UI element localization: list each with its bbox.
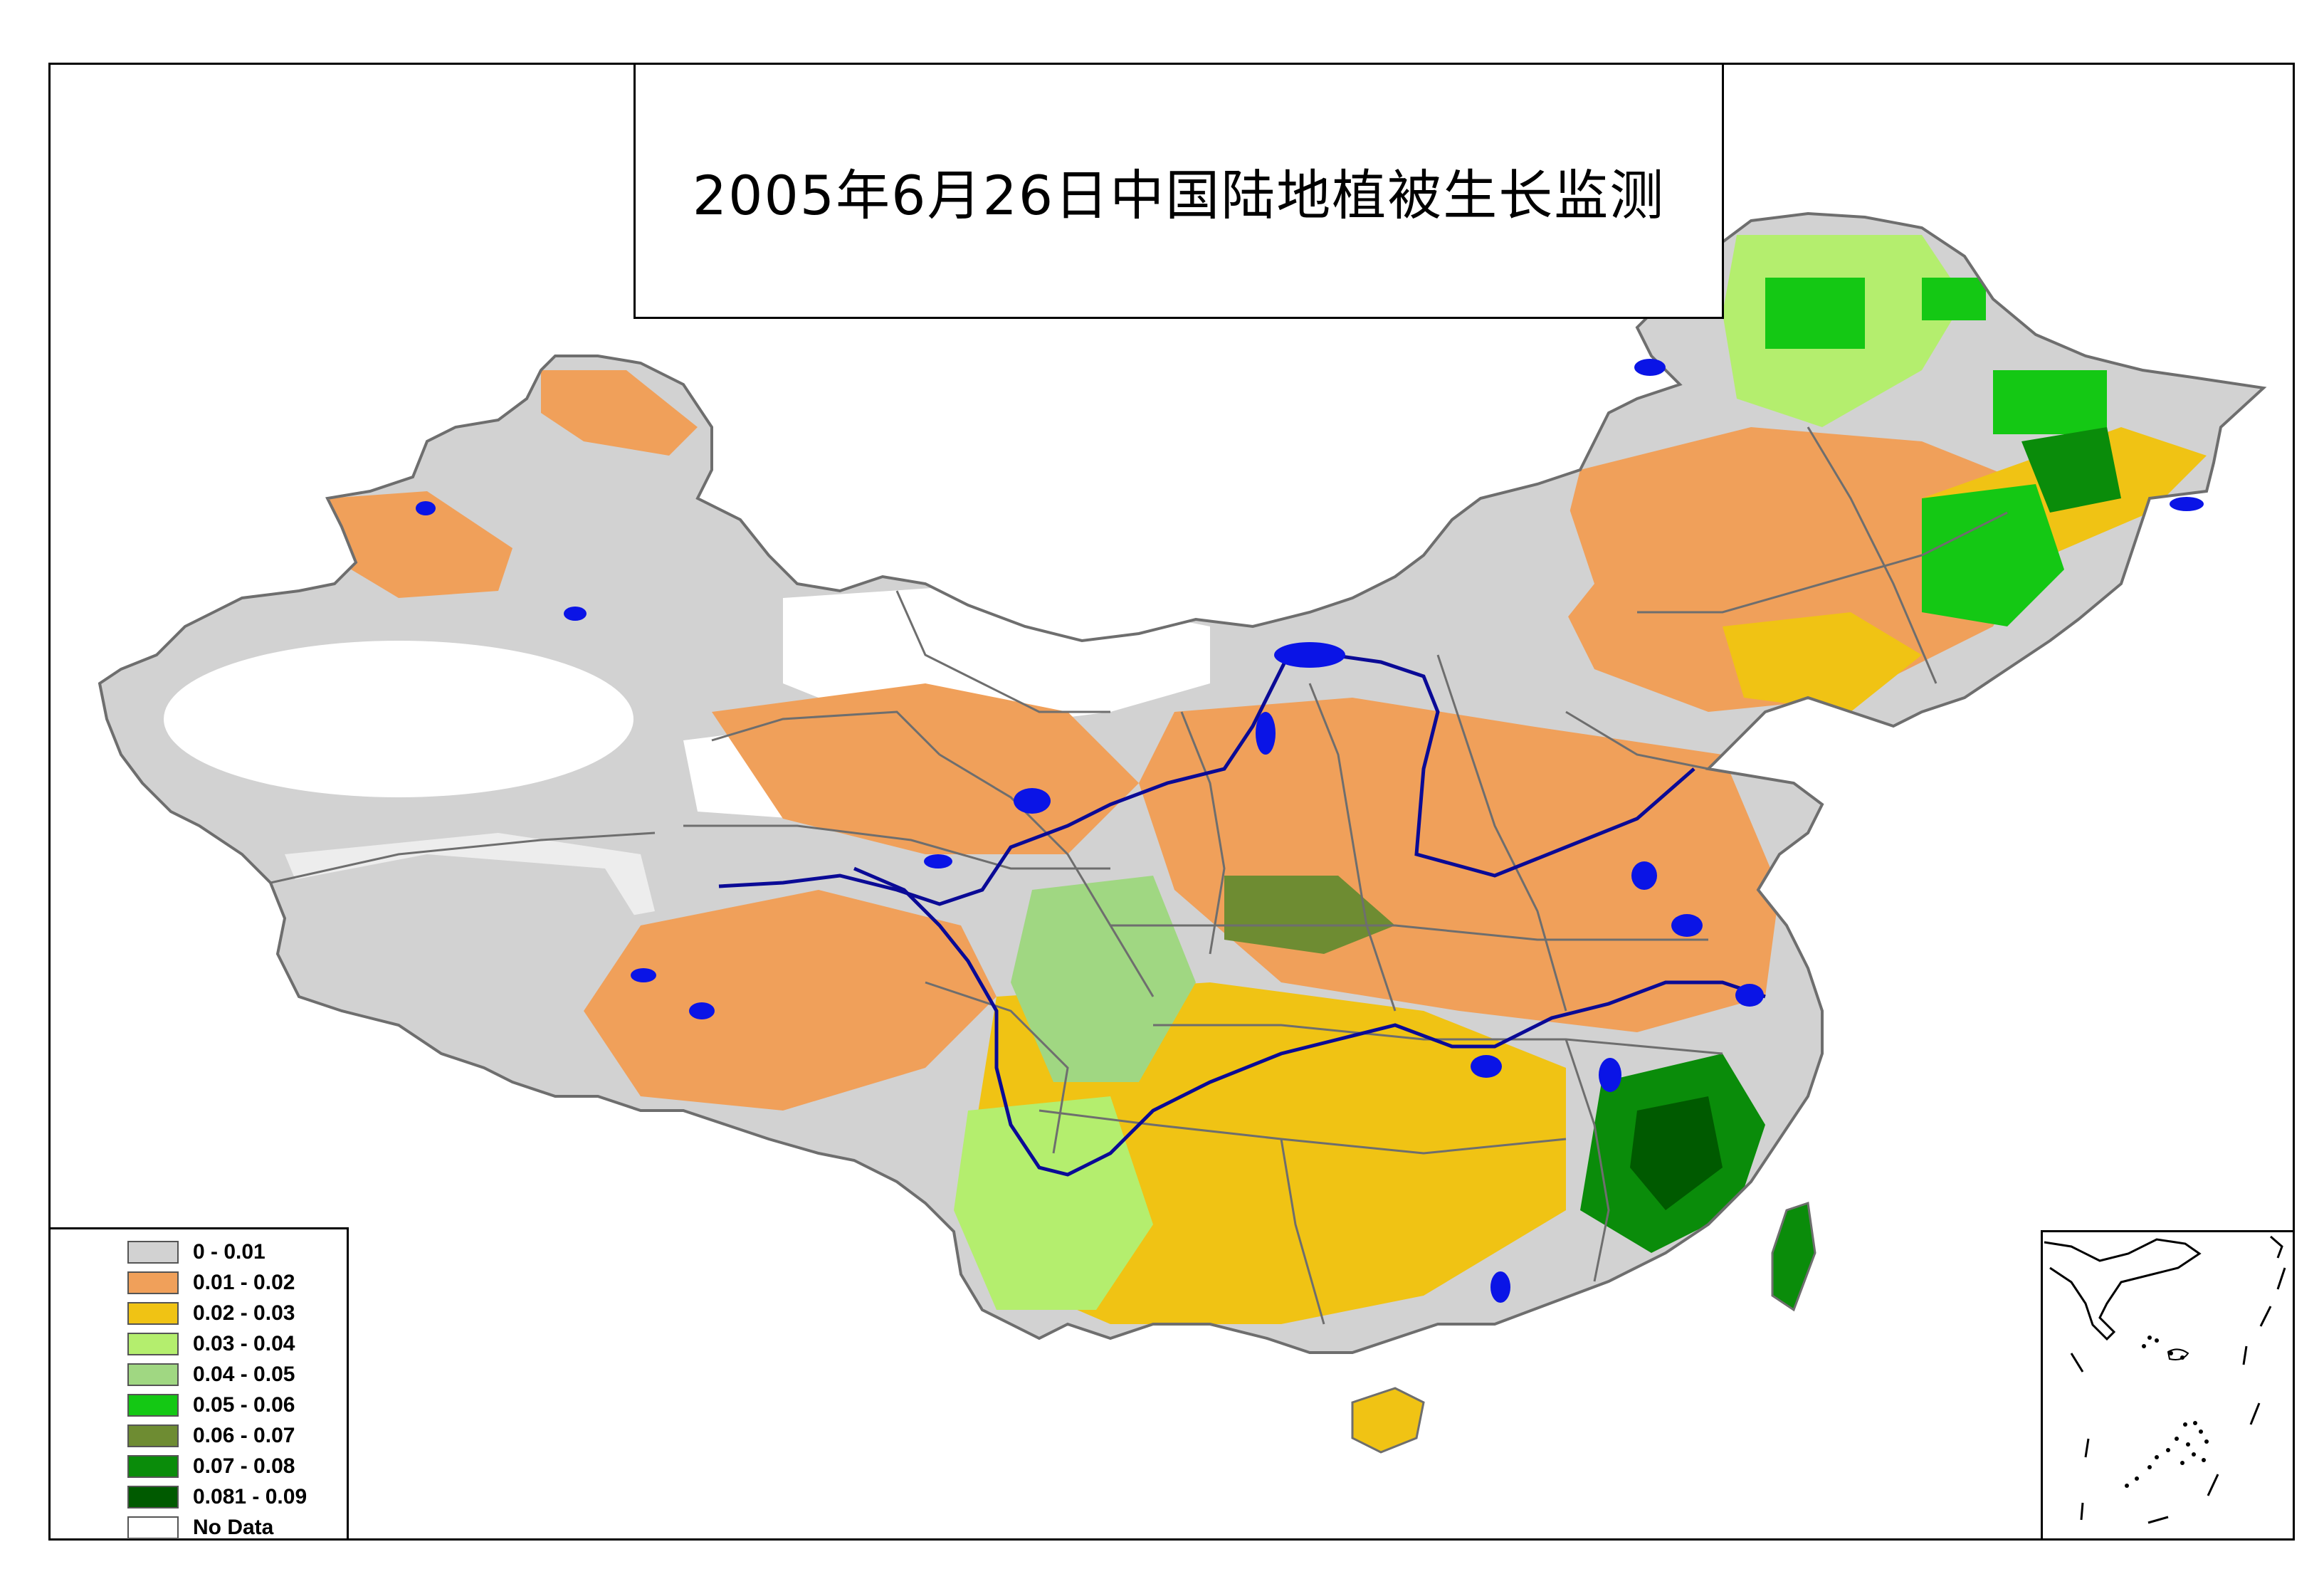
zone-changbai-darkgreen [2021,427,2121,513]
legend-label: 0.04 - 0.05 [193,1363,295,1386]
lake-dianchi [1490,1271,1510,1303]
legend-swatch [127,1241,179,1264]
legend-item: 0.081 - 0.09 [127,1484,307,1510]
legend-swatch [127,1424,179,1447]
lake-ulansuhai [1274,642,1345,668]
zone-altai-orange [541,370,698,456]
legend-swatch [127,1455,179,1478]
south-china-sea-inset-map [2044,1235,2286,1524]
legend-label: 0.081 - 0.09 [193,1485,307,1508]
lake-dongting [1471,1055,1502,1078]
yellow-river [718,653,1695,906]
inset-boundary-dashes [2070,1267,2286,1524]
inset-islands [2125,1336,2209,1488]
lake-yinchuan [1256,712,1276,755]
legend-swatch [127,1271,179,1294]
south-china-sea-inset [2041,1230,2295,1541]
yangtze-river [853,866,1766,1177]
lake-namtso [631,968,656,982]
zone-hinggan-green-1 [1765,278,1865,349]
zone-xinjiang-north-orange [327,491,512,598]
lake-sayram [416,501,436,515]
legend-swatch [127,1333,179,1355]
legend-swatch [127,1394,179,1417]
zone-sichuan-green [1011,876,1196,1082]
zone-tibet-east-orange [584,890,997,1111]
legend-label: 0.02 - 0.03 [193,1301,295,1325]
china-landmass [100,214,2263,1454]
lake-qinghai [1014,788,1051,814]
zone-changbai-green [1993,370,2107,434]
legend-label: 0.03 - 0.04 [193,1332,295,1355]
legend-label: 0.01 - 0.02 [193,1271,295,1294]
zone-qinling-olive [1224,876,1395,954]
legend-item: 0.03 - 0.04 [127,1331,295,1357]
legend-item: 0.05 - 0.06 [127,1392,295,1418]
lake-bosten [564,607,587,621]
inset-reef [2167,1348,2189,1360]
zone-taklamakan-nodata [164,641,633,797]
zone-liaoning-yellow [1723,612,1922,712]
legend-label: 0 - 0.01 [193,1240,265,1264]
vegetation-zones [164,235,2207,1324]
legend-label: 0.05 - 0.06 [193,1393,295,1417]
lake-poyang [1599,1058,1621,1092]
legend-swatch [127,1486,179,1508]
legend-item: 0.01 - 0.02 [127,1270,295,1296]
map-title: 2005年6月26日中国陆地植被生长监测 [692,164,1666,227]
lake-taihu [1735,984,1764,1007]
provincial-borders [270,426,2008,1325]
lake-gyaring [924,854,952,869]
legend: 0 - 0.01 0.01 - 0.02 0.02 - 0.03 0.03 - 0.0… [48,1227,349,1541]
zone-fujian-deepgreen [1630,1096,1723,1210]
legend-label: No Data [193,1516,274,1539]
zone-tibet-grey [278,854,641,1046]
legend-item: 0.07 - 0.08 [127,1454,295,1479]
taiwan-island [1771,1202,1816,1312]
lakes [416,359,2204,1303]
legend-label: 0.07 - 0.08 [193,1454,295,1478]
lake-hongze [1671,914,1703,937]
legend-item: 0.06 - 0.07 [127,1423,295,1449]
legend-item: 0.04 - 0.05 [127,1362,295,1387]
title-box: 2005年6月26日中国陆地植被生长监测 [633,63,1724,319]
legend-item: No Data [127,1515,273,1541]
inset-coastline [2044,1238,2202,1341]
hainan-island [1351,1387,1425,1454]
legend-swatch [127,1516,179,1539]
zone-northeast-forest-green [1922,484,2064,626]
lake-hulun [1634,359,1666,376]
zone-hinggan-green-2 [1922,278,1986,320]
lake-xingkai [2170,497,2204,511]
legend-swatch [127,1302,179,1325]
inset-coast-east [2270,1235,2283,1259]
zone-yunnan-lightgreen [954,1096,1153,1310]
legend-label: 0.06 - 0.07 [193,1424,295,1447]
legend-item: 0.02 - 0.03 [127,1301,295,1326]
legend-swatch [127,1363,179,1386]
lake-weishan [1631,861,1657,890]
lake-serling [689,1002,715,1019]
national-border [98,211,2267,1354]
legend-item: 0 - 0.01 [127,1239,265,1265]
